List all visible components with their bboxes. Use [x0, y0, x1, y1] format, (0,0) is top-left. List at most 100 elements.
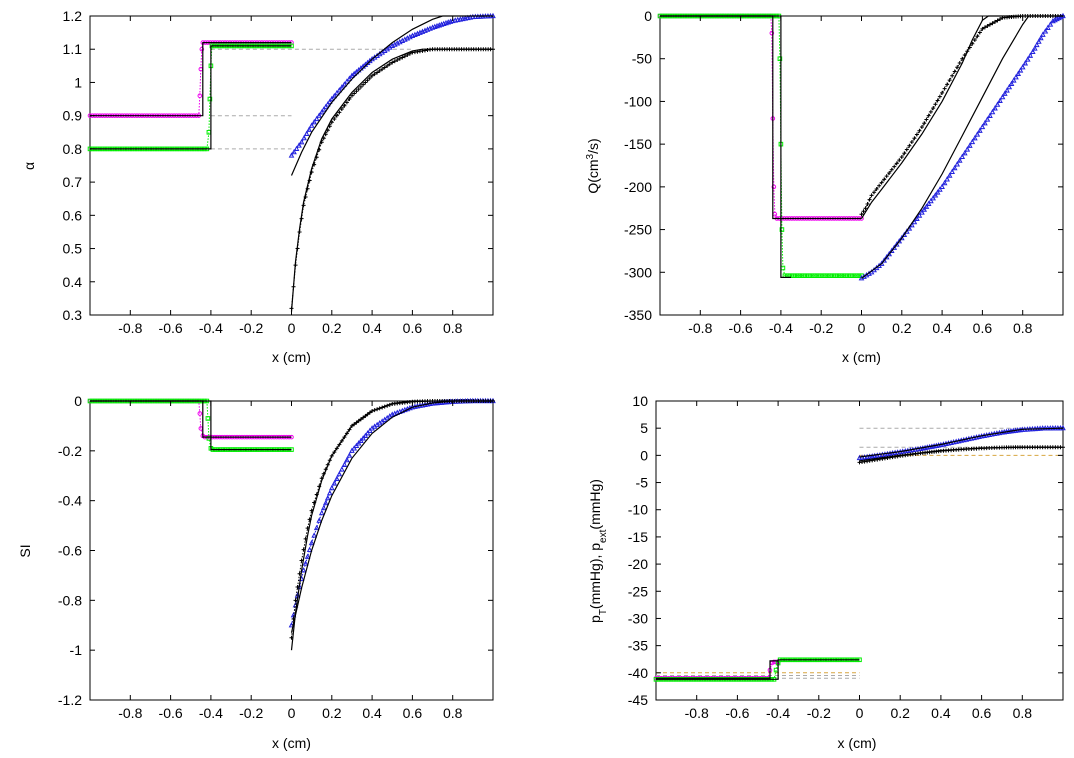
exact-solution-line	[656, 660, 779, 679]
y-axis-label: pT(mmHg), pext(mmHg)	[587, 479, 609, 623]
data-point-53	[987, 22, 992, 27]
data-point-56	[997, 97, 1003, 103]
y-tick-label: -45	[628, 692, 648, 708]
x-tick-label: -0.6	[725, 705, 749, 721]
data-point-45	[197, 93, 203, 99]
series-layer	[653, 424, 1066, 682]
data-point-23	[914, 132, 919, 137]
series-black-right	[289, 47, 495, 311]
data-point-40	[955, 65, 960, 70]
data-point-39	[952, 69, 957, 74]
data-point-17	[324, 494, 331, 501]
series-blue-right	[856, 424, 1066, 461]
data-point-61	[1008, 80, 1015, 86]
x-tick-label: -0.8	[688, 320, 712, 336]
data-point-11	[884, 174, 889, 179]
x-tick-label: -0.6	[159, 320, 183, 336]
data-point-51	[982, 25, 987, 30]
y-tick-label: -250	[624, 222, 652, 238]
data-point-12	[313, 524, 320, 531]
data-point-36	[946, 172, 953, 178]
x-tick-label: -0.8	[685, 705, 709, 721]
data-point-14	[318, 509, 325, 516]
data-point-25	[344, 456, 350, 463]
data-point-9	[306, 546, 313, 552]
y-tick-label: 10	[632, 393, 648, 409]
data-point-29	[928, 109, 933, 114]
y-tick-label: 0.8	[63, 141, 83, 157]
data-point-65	[1017, 67, 1024, 73]
data-point-3	[296, 142, 302, 148]
x-tick-label: 0.6	[972, 705, 992, 721]
exact-solution-line	[290, 15, 493, 176]
y-tick-label: 0.3	[63, 307, 83, 323]
exact-solution-line	[90, 400, 292, 438]
data-point-45	[969, 138, 976, 145]
data-point-36	[370, 73, 375, 78]
exact-solution-line	[660, 15, 862, 220]
y-tick-label: -0.6	[58, 543, 82, 559]
y-tick-label: 0	[74, 393, 82, 409]
data-point-71	[1031, 45, 1038, 51]
y-label-sub-ext: ext	[598, 529, 609, 543]
data-point-44	[390, 60, 395, 65]
y-tick-label: -30	[628, 610, 648, 626]
series-line	[291, 15, 494, 156]
y-label-end: (mmHg)	[587, 479, 603, 530]
data-point-61	[802, 273, 807, 279]
x-tick-label: -0.6	[729, 320, 753, 336]
data-point-33	[937, 94, 942, 99]
x-tick-label: 0	[856, 705, 864, 721]
data-point-60	[799, 273, 805, 279]
data-point-24	[917, 128, 922, 133]
data-point-22	[336, 470, 343, 477]
data-point-49	[777, 56, 783, 62]
data-point-59	[1004, 87, 1010, 93]
data-point-48	[977, 127, 983, 133]
x-tick-label: -0.2	[809, 320, 833, 336]
x-tick-label: 0.2	[892, 320, 912, 336]
y-tick-label: -200	[624, 179, 652, 195]
data-point-55	[992, 19, 997, 24]
data-point-11	[311, 532, 317, 538]
data-point-26	[922, 121, 927, 126]
data-point-37	[372, 72, 377, 77]
data-point-4	[867, 197, 872, 202]
data-point-28	[352, 91, 357, 96]
data-point-74	[1038, 34, 1044, 41]
data-point-21	[334, 113, 339, 118]
x-axis-label: x (cm)	[842, 349, 881, 365]
y-label-sub-T: T	[598, 609, 609, 615]
data-point-10	[882, 177, 887, 182]
data-point-43	[387, 62, 392, 67]
data-point-19	[334, 89, 340, 96]
series-blue-right	[288, 397, 496, 628]
data-point-26	[347, 97, 352, 102]
x-tick-label: 0.6	[403, 705, 423, 721]
data-point-11	[886, 250, 893, 257]
data-point-29	[930, 194, 936, 201]
x-tick-label: 0.6	[973, 320, 993, 336]
data-point-62	[804, 273, 810, 279]
exact-solution-line	[859, 446, 1063, 462]
data-point-17	[901, 231, 908, 238]
data-point-6	[300, 567, 307, 573]
series-green-left	[657, 13, 864, 279]
x-tick-label: 0.4	[931, 705, 951, 721]
series-layer	[87, 12, 496, 312]
exact-solution-line	[656, 659, 860, 680]
data-point-68	[819, 273, 825, 279]
data-point-29	[354, 89, 359, 94]
data-point-69	[822, 273, 827, 279]
data-point-13	[320, 106, 327, 112]
x-tick-label: -0.4	[769, 320, 793, 336]
data-point-21	[339, 84, 345, 90]
data-point-25	[921, 206, 928, 212]
y-tick-label: -5	[636, 475, 649, 491]
data-point-37	[949, 168, 956, 175]
data-point-64	[809, 273, 815, 279]
y-tick-label: -25	[628, 583, 648, 599]
data-point-27	[925, 200, 932, 207]
tick-layer: -0.8 -0.6 -0.4 -0.2 0 0.2 0.4 0.6 0.8 -350 -300 -25…	[624, 8, 1063, 336]
data-point-24	[919, 209, 925, 215]
